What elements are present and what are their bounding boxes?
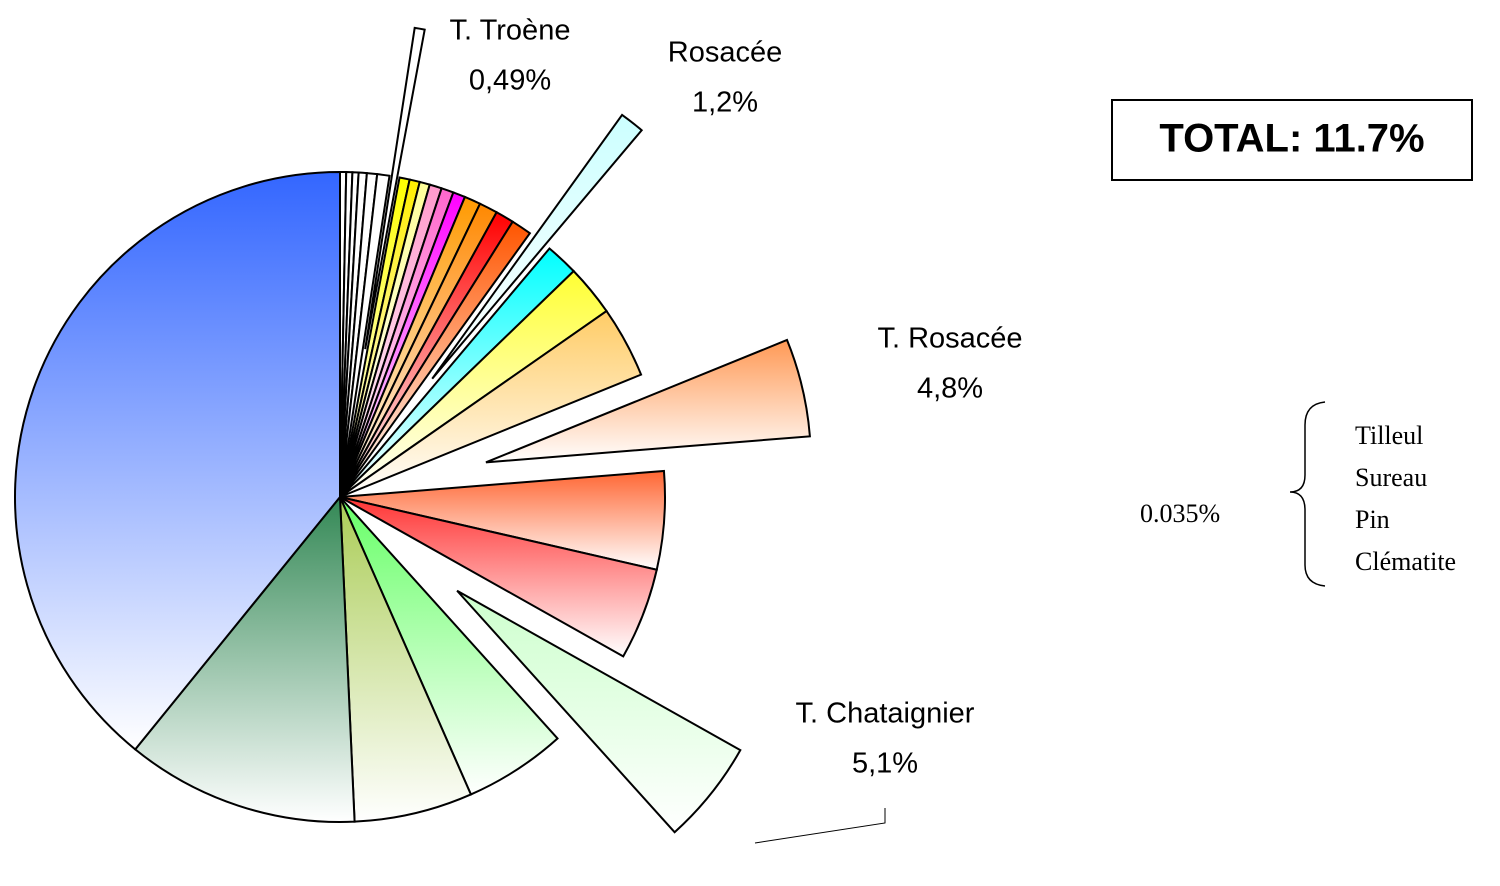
total-box [1111,99,1473,181]
pie-slice [339,309,643,498]
annotation-item: Sureau [1355,463,1427,492]
value-label: 4,8% [917,373,983,405]
pie-slice [485,338,811,464]
brace [1289,401,1326,587]
value-label: 1,2% [692,87,758,119]
slice-label: T. Rosacée [877,323,1022,355]
slice-label: Rosacée [668,37,782,69]
pie-slice [431,113,644,380]
annotation-item: Tilleul [1355,421,1423,450]
annotation-item: Pin [1355,505,1390,534]
value-label: 5,1% [852,748,918,780]
annotation-value: 0.035% [1140,499,1220,528]
annotation-item: Clématite [1355,547,1456,576]
slice-label: T. Chataignier [796,698,975,730]
pie-slice [339,496,658,658]
pie-slice [14,170,341,751]
pie-slice [339,220,532,498]
slice-label: T. Troène [450,15,571,47]
leader-line [754,808,886,844]
pie-slice [456,589,742,834]
pie-slice [133,494,356,823]
pie-slice [339,173,391,498]
pie-slice [364,26,426,350]
value-label: 0,49% [469,65,551,97]
total-label: TOTAL: 11.7% [1159,117,1424,161]
pie [14,26,811,834]
